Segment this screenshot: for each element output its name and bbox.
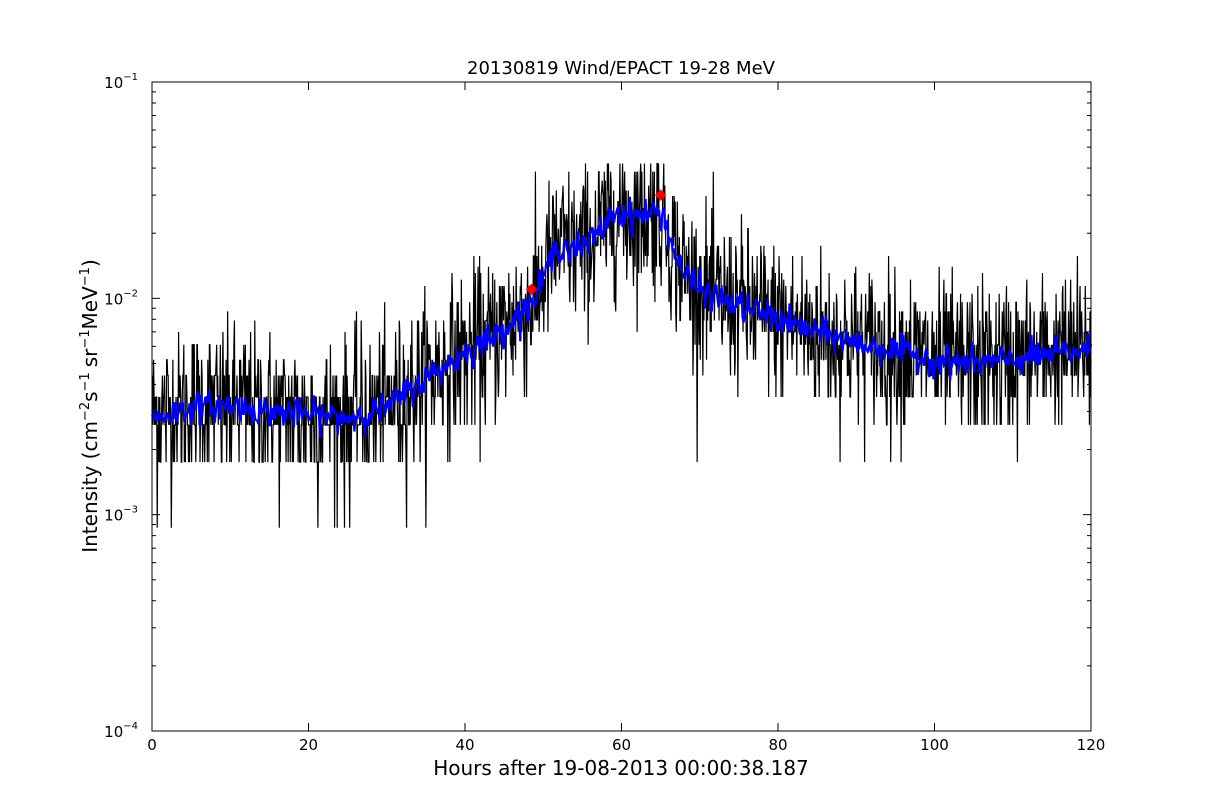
x-tick-label: 120 xyxy=(1077,736,1106,754)
y-tick-exp: −2 xyxy=(123,288,138,299)
x-axis-ticks: 0 20 40 60 80 100 120 xyxy=(147,82,1105,754)
y-label-suffix: ) xyxy=(78,259,102,267)
event-marker xyxy=(654,189,667,201)
y-label-s-unit: s xyxy=(78,391,102,401)
y-axis-ticks: 10−410−310−210−1 xyxy=(104,72,1091,741)
x-tick-label: 100 xyxy=(920,736,949,754)
y-label-mev-exp: −1 xyxy=(78,267,93,286)
y-tick-label: 10−3 xyxy=(104,505,138,525)
y-label-prefix: Intensity (cm xyxy=(78,421,102,553)
raw-series-line xyxy=(151,162,1092,528)
y-axis-label: Intensity (cm−2s−1sr−1MeV−1) xyxy=(78,259,102,553)
y-label-mev-unit: MeV xyxy=(78,286,102,330)
x-axis-label: Hours after 19-08-2013 00:00:38.187 xyxy=(433,756,809,780)
x-tick-label: 80 xyxy=(768,736,787,754)
y-tick-label: 10−2 xyxy=(104,288,138,308)
y-tick-exp: −4 xyxy=(123,721,138,732)
event-marker xyxy=(525,283,538,296)
event-markers xyxy=(525,189,667,296)
x-tick-label: 20 xyxy=(299,736,318,754)
y-label-s-exp: −1 xyxy=(78,372,93,391)
x-tick-label: 0 xyxy=(147,736,157,754)
y-tick-exp: −1 xyxy=(123,72,138,83)
raw-intensity-series xyxy=(151,162,1092,528)
y-tick-base: 10 xyxy=(104,74,123,92)
x-tick-label: 40 xyxy=(455,736,474,754)
y-tick-exp: −3 xyxy=(123,505,138,516)
x-tick-label: 60 xyxy=(612,736,631,754)
smoothed-intensity-series xyxy=(151,196,1093,439)
y-tick-base: 10 xyxy=(104,507,123,525)
chart-title: 20130819 Wind/EPACT 19-28 MeV xyxy=(467,58,776,79)
y-tick-base: 10 xyxy=(104,723,123,741)
y-label-sr-exp: −1 xyxy=(78,329,93,348)
smoothed-series-line xyxy=(151,196,1093,439)
y-label-sr-unit: sr xyxy=(78,348,102,367)
y-label-cm-exp: −2 xyxy=(78,402,93,421)
y-tick-base: 10 xyxy=(104,290,123,308)
y-tick-label: 10−4 xyxy=(104,721,138,741)
y-tick-label: 10−1 xyxy=(104,72,138,92)
plot-area xyxy=(151,162,1093,528)
